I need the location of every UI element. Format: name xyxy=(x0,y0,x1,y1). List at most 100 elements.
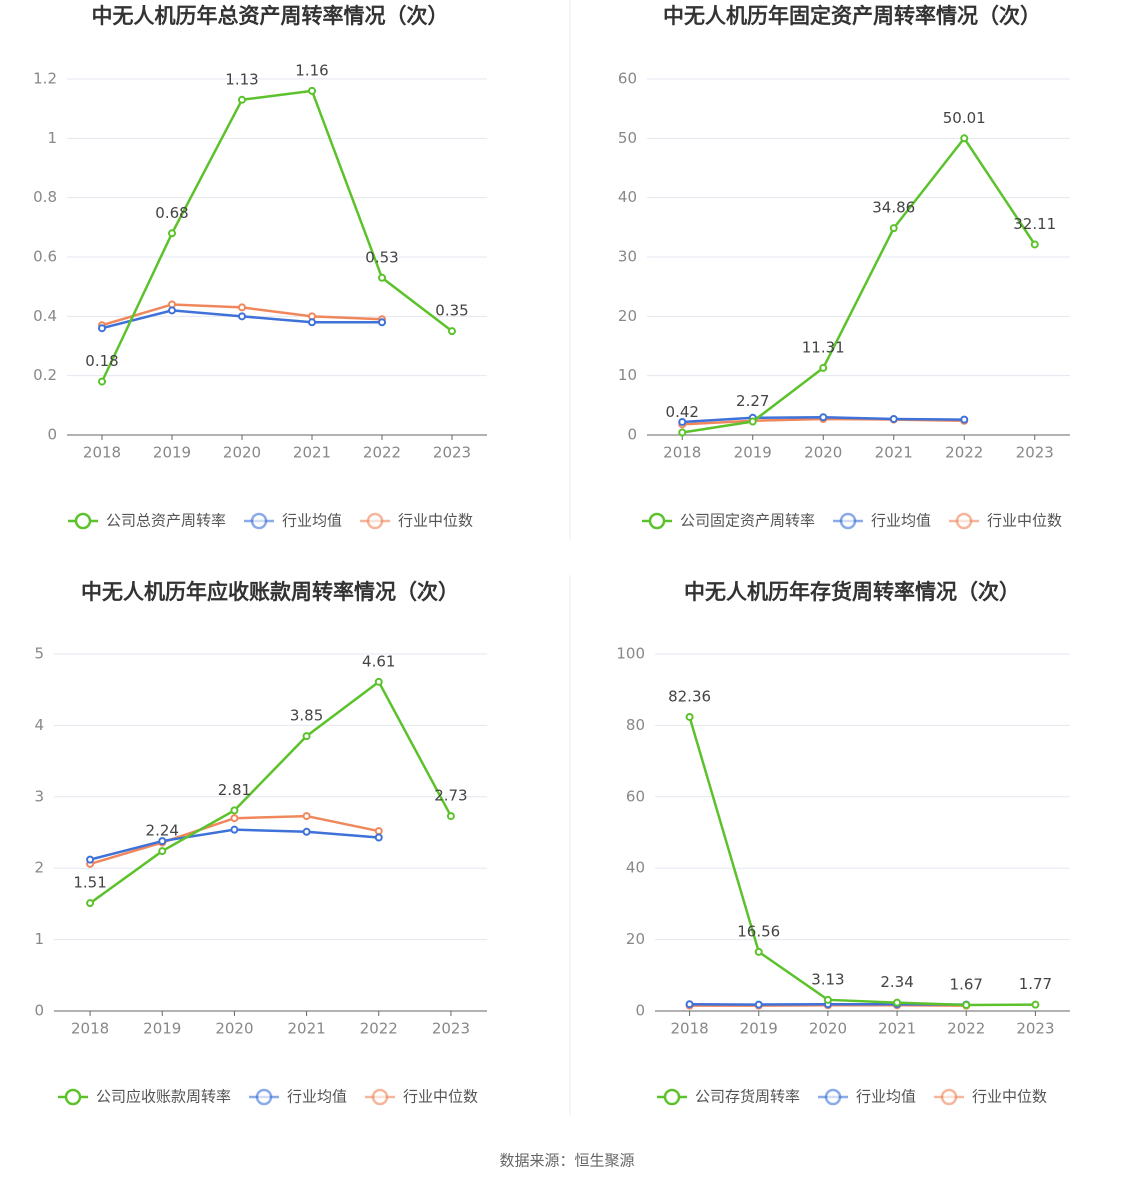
point xyxy=(309,88,315,94)
chart-title: 中无人机历年固定资产周转率情况（次） xyxy=(663,4,1041,28)
legend-label: 行业均值 xyxy=(856,1088,916,1106)
x-tick-label: 2021 xyxy=(878,1020,916,1038)
point xyxy=(379,319,385,325)
point xyxy=(891,416,897,422)
y-tick-label: 50 xyxy=(618,129,637,147)
point xyxy=(304,829,310,835)
point xyxy=(825,997,831,1003)
legend-marker xyxy=(257,1090,271,1104)
legend-marker xyxy=(942,1090,956,1104)
point xyxy=(99,379,105,385)
legend-label: 行业均值 xyxy=(287,1088,347,1106)
data-label: 4.61 xyxy=(362,652,395,670)
data-label: 2.34 xyxy=(880,973,913,991)
x-tick-label: 2020 xyxy=(215,1020,253,1038)
point xyxy=(379,275,385,281)
data-label: 50.01 xyxy=(943,109,986,127)
data-label: 2.24 xyxy=(146,822,179,840)
point xyxy=(448,813,454,819)
legend-marker xyxy=(76,514,90,528)
x-tick-label: 2019 xyxy=(740,1020,778,1038)
point xyxy=(756,1002,762,1008)
y-tick-label: 20 xyxy=(618,307,637,325)
y-tick-label: 40 xyxy=(618,188,637,206)
data-label: 1.67 xyxy=(950,976,983,994)
legend-marker xyxy=(66,1090,80,1104)
legend-label: 行业中位数 xyxy=(398,512,473,530)
x-tick-label: 2019 xyxy=(153,444,191,462)
chart-title: 中无人机历年应收账款周转率情况（次） xyxy=(81,580,459,604)
y-tick-label: 0.8 xyxy=(33,188,57,206)
x-tick-label: 2022 xyxy=(945,444,983,462)
point xyxy=(169,230,175,236)
point xyxy=(750,419,756,425)
point xyxy=(963,1002,969,1008)
y-tick-label: 0 xyxy=(47,426,57,444)
point xyxy=(87,900,93,906)
point xyxy=(231,827,237,833)
point xyxy=(231,807,237,813)
data-label: 1.16 xyxy=(295,61,328,79)
y-tick-label: 1.2 xyxy=(33,70,57,88)
point xyxy=(820,365,826,371)
point xyxy=(961,135,967,141)
legend-label: 公司应收账款周转率 xyxy=(96,1088,231,1106)
data-label: 0.35 xyxy=(435,302,468,320)
series-line xyxy=(682,138,1035,432)
x-tick-label: 2018 xyxy=(670,1020,708,1038)
point xyxy=(679,430,685,436)
x-tick-label: 2020 xyxy=(809,1020,847,1038)
source: 数据来源：恒生聚源 xyxy=(499,1152,634,1170)
data-label: 11.31 xyxy=(802,338,845,356)
series-line xyxy=(690,717,1036,1005)
y-tick-label: 2 xyxy=(34,859,44,877)
legend-label: 公司固定资产周转率 xyxy=(680,512,815,530)
data-label: 32.11 xyxy=(1013,215,1056,233)
chart-title: 中无人机历年存货周转率情况（次） xyxy=(684,580,1020,604)
y-tick-label: 10 xyxy=(618,366,637,384)
legend-label: 行业中位数 xyxy=(987,512,1062,530)
series-line xyxy=(90,830,379,860)
legend-marker xyxy=(368,514,382,528)
legend-marker xyxy=(665,1090,679,1104)
point xyxy=(239,313,245,319)
data-label: 1.51 xyxy=(73,874,106,892)
chart-title: 中无人机历年总资产周转率情况（次） xyxy=(92,4,449,28)
y-tick-label: 5 xyxy=(34,645,44,663)
x-tick-label: 2022 xyxy=(947,1020,985,1038)
x-tick-label: 2018 xyxy=(71,1020,109,1038)
y-tick-label: 1 xyxy=(47,129,57,147)
point xyxy=(376,679,382,685)
data-label: 82.36 xyxy=(668,687,711,705)
data-label: 0.68 xyxy=(155,204,188,222)
point xyxy=(687,714,693,720)
data-label: 3.85 xyxy=(290,707,323,725)
point xyxy=(309,319,315,325)
y-tick-label: 4 xyxy=(34,716,44,734)
point xyxy=(376,828,382,834)
legend-marker xyxy=(841,514,855,528)
legend-label: 行业中位数 xyxy=(403,1088,478,1106)
point xyxy=(891,225,897,231)
point xyxy=(99,325,105,331)
legend-label: 行业均值 xyxy=(282,512,342,530)
data-label: 3.13 xyxy=(811,970,844,988)
data-label: 1.13 xyxy=(225,70,258,88)
y-tick-label: 0 xyxy=(635,1002,645,1020)
data-label: 2.27 xyxy=(736,392,769,410)
point xyxy=(820,414,826,420)
x-tick-label: 2023 xyxy=(433,444,471,462)
point xyxy=(159,848,165,854)
x-tick-label: 2021 xyxy=(287,1020,325,1038)
point xyxy=(304,813,310,819)
point xyxy=(1032,1002,1038,1008)
point xyxy=(376,834,382,840)
y-tick-label: 0.4 xyxy=(33,307,57,325)
x-tick-label: 2020 xyxy=(223,444,261,462)
data-label: 34.86 xyxy=(872,199,915,217)
y-tick-label: 20 xyxy=(626,930,645,948)
point xyxy=(1032,241,1038,247)
data-label: 2.73 xyxy=(434,787,467,805)
x-tick-label: 2021 xyxy=(875,444,913,462)
point xyxy=(231,815,237,821)
